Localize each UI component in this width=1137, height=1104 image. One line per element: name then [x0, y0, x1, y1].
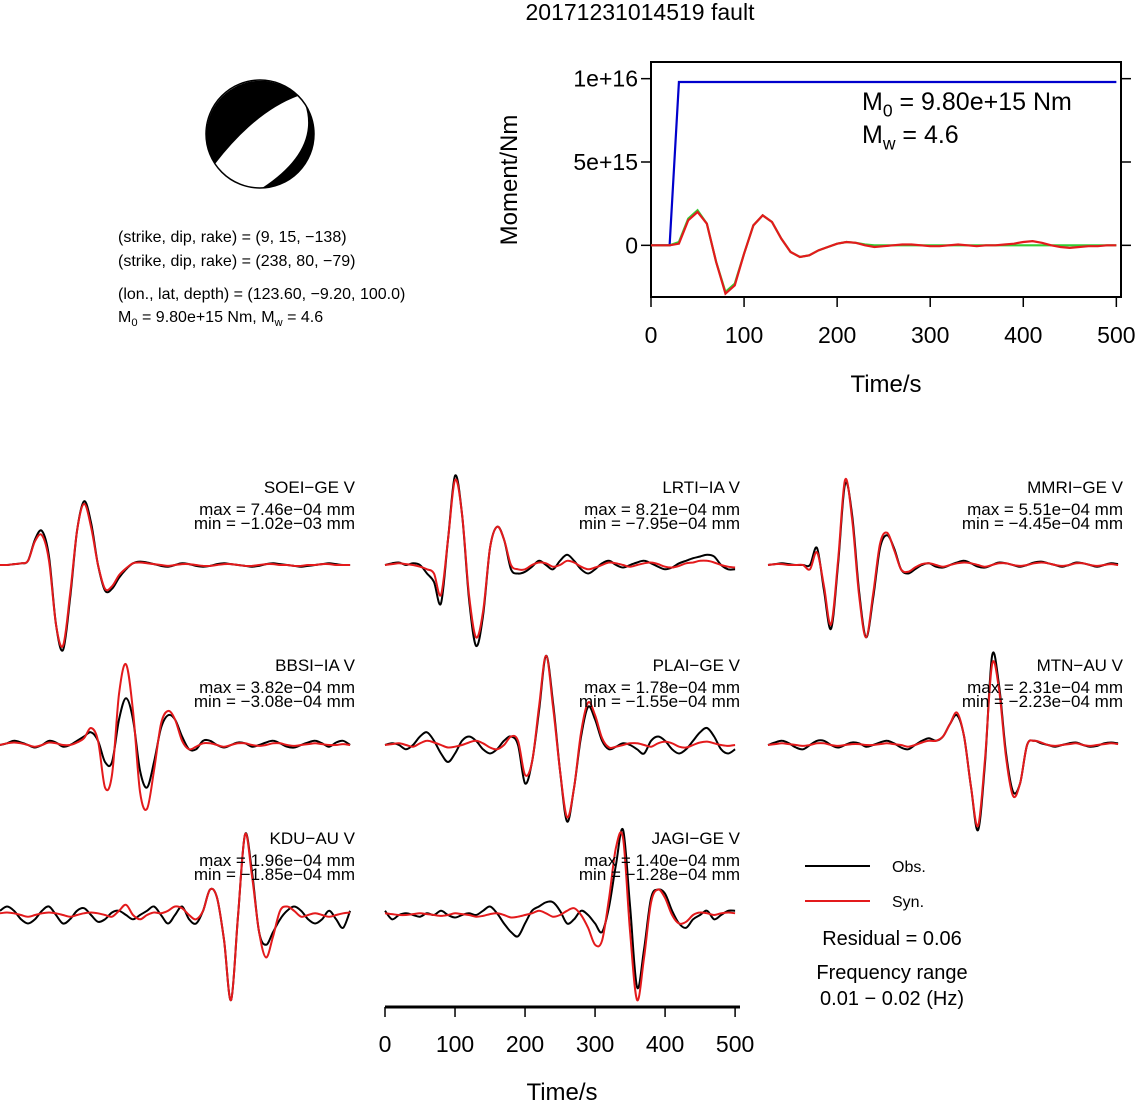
- beachball: [205, 79, 315, 189]
- x-tick-label: 100: [436, 1031, 474, 1057]
- waveform: [767, 660, 1119, 828]
- min-label: min = −2.23e−04 mm: [962, 692, 1123, 711]
- waveform: [0, 832, 351, 1002]
- text-part: w: [274, 317, 284, 329]
- plot-frame: [650, 61, 1122, 298]
- max-label: max = 1.78e−04 mm: [584, 678, 740, 697]
- max-label: max = 7.46e−04 mm: [199, 500, 355, 519]
- x-tick-label: 300: [576, 1031, 614, 1057]
- x-tick-label: 500: [1097, 322, 1135, 348]
- waveform: [384, 831, 736, 1002]
- x-tick-label: 200: [818, 322, 856, 348]
- frequency-title: Frequency range: [816, 962, 967, 984]
- x-tick-label: 100: [725, 322, 763, 348]
- legend-label: Syn.: [892, 894, 924, 911]
- annotation: Mw = 4.6: [862, 121, 959, 153]
- x-tick-label: 200: [506, 1031, 544, 1057]
- station-label: SOEI−GE V: [264, 478, 356, 497]
- waveform: [384, 478, 736, 639]
- station-label: MMRI−GE V: [1027, 478, 1124, 497]
- min-label: min = −1.55e−04 mm: [579, 692, 740, 711]
- parameter-line: (strike, dip, rake) = (238, 80, −79): [118, 253, 355, 270]
- x-tick-label: 500: [716, 1031, 754, 1057]
- max-label: max = 1.96e−04 mm: [199, 851, 355, 870]
- max-label: max = 2.31e−04 mm: [967, 678, 1123, 697]
- y-tick-label: 0: [625, 232, 638, 258]
- x-axis-label: Time/s: [850, 371, 921, 398]
- waveform: [384, 654, 736, 819]
- x-tick-label: 0: [645, 322, 658, 348]
- station-label: LRTI−IA V: [662, 478, 740, 497]
- text-part: = 9.80e+15 Nm, M: [138, 309, 275, 326]
- station-label: MTN−AU V: [1037, 656, 1124, 675]
- min-label: min = −4.45e−04 mm: [962, 514, 1123, 533]
- x-tick-label: 400: [646, 1031, 684, 1057]
- moment-line: M0 = 9.80e+15 Nm, Mw = 4.6: [118, 309, 323, 329]
- min-label: min = −1.28e−04 mm: [579, 865, 740, 884]
- min-label: min = −7.95e−04 mm: [579, 514, 740, 533]
- moment-line: [651, 210, 1117, 296]
- x-axis-label: Time/s: [526, 1079, 597, 1104]
- station-label: PLAI−GE V: [653, 656, 741, 675]
- min-label: min = −1.85e−04 mm: [194, 865, 355, 884]
- max-label: max = 1.40e−04 mm: [584, 851, 740, 870]
- moment-line: [651, 80, 1117, 247]
- x-tick-label: 300: [911, 322, 949, 348]
- parameter-line: (lon., lat, depth) = (123.60, −9.20, 100…: [118, 286, 405, 303]
- y-tick-label: 1e+16: [573, 66, 638, 92]
- max-label: max = 3.82e−04 mm: [199, 678, 355, 697]
- station-label: BBSI−IA V: [275, 656, 356, 675]
- text-part: M: [862, 88, 883, 116]
- waveform: [384, 827, 736, 990]
- waveform: [767, 477, 1119, 639]
- station-label: KDU−AU V: [270, 829, 356, 848]
- text-part: = 4.6: [895, 121, 958, 149]
- waveform: [0, 662, 351, 811]
- frequency-range: 0.01 − 0.02 (Hz): [820, 988, 964, 1010]
- text-part: = 9.80e+15 Nm: [893, 88, 1072, 116]
- annotation: M0 = 9.80e+15 Nm: [862, 88, 1072, 120]
- text-part: M: [862, 121, 883, 149]
- figure-title: 20171231014519 fault: [526, 0, 756, 25]
- x-tick-label: 0: [379, 1031, 392, 1057]
- min-label: min = −3.08e−04 mm: [194, 692, 355, 711]
- min-label: min = −1.02e−03 mm: [194, 514, 355, 533]
- text-part: 0: [883, 100, 893, 120]
- max-label: max = 5.51e−04 mm: [967, 500, 1123, 519]
- y-tick-label: 5e+15: [573, 149, 638, 175]
- y-axis-label: Moment/Nm: [496, 115, 523, 246]
- text-part: 0: [131, 317, 137, 329]
- x-tick-label: 400: [1004, 322, 1042, 348]
- text-part: = 4.6: [283, 309, 324, 326]
- waveform: [0, 502, 351, 648]
- max-label: max = 8.21e−04 mm: [584, 500, 740, 519]
- legend-label: Obs.: [892, 859, 926, 876]
- text-part: M: [118, 309, 131, 326]
- text-part: w: [882, 133, 896, 153]
- parameter-line: (strike, dip, rake) = (9, 15, −138): [118, 229, 347, 246]
- residual: Residual = 0.06: [822, 928, 962, 950]
- station-label: JAGI−GE V: [652, 829, 741, 848]
